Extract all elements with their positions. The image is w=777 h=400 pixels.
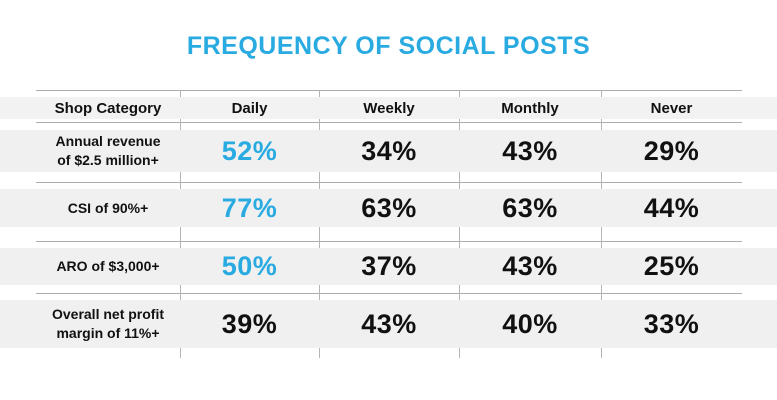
- cell-monthly-value: 43%: [502, 135, 558, 166]
- cell-never-value: 44%: [643, 192, 700, 223]
- column-header-shop-category: Shop Category: [54, 99, 162, 117]
- row-divider: [36, 90, 742, 91]
- cell-weekly-value: 63%: [361, 192, 417, 223]
- column-header-monthly: Monthly: [501, 99, 559, 117]
- column-header-daily: Daily: [231, 99, 268, 117]
- table-row: Annual revenue of $2.5 million+ 52% 34% …: [0, 130, 777, 172]
- cell-daily-value: 52%: [221, 135, 278, 166]
- cell-weekly-value: 43%: [361, 308, 417, 339]
- cell-monthly-value: 40%: [502, 308, 558, 339]
- table-row: Overall net profit margin of 11%+ 39% 43…: [0, 300, 777, 348]
- table-row: ARO of $3,000+ 50% 37% 43% 25%: [0, 248, 777, 285]
- column-header-never: Never: [650, 99, 693, 117]
- cell-daily-value: 39%: [221, 308, 278, 339]
- row-divider: [36, 293, 742, 294]
- cell-never-value: 25%: [643, 251, 700, 281]
- row-category-label: Overall net profit margin of 11%+: [51, 306, 165, 341]
- chart-title: FREQUENCY OF SOCIAL POSTS: [186, 32, 591, 60]
- row-category-label: ARO of $3,000+: [56, 258, 160, 275]
- cell-weekly-value: 34%: [361, 135, 417, 166]
- row-divider: [36, 241, 742, 242]
- table-header-row: Shop Category Daily Weekly Monthly Never: [0, 97, 777, 119]
- table-row: CSI of 90%+ 77% 63% 63% 44%: [0, 189, 777, 227]
- cell-daily-value: 50%: [221, 251, 278, 281]
- row-divider: [36, 122, 742, 123]
- cell-weekly-value: 37%: [361, 251, 417, 281]
- column-header-weekly: Weekly: [363, 99, 415, 117]
- row-category-label: Annual revenue of $2.5 million+: [55, 133, 161, 168]
- cell-monthly-value: 63%: [502, 192, 558, 223]
- row-category-label: CSI of 90%+: [67, 199, 149, 216]
- cell-never-value: 33%: [643, 308, 700, 339]
- cell-never-value: 29%: [643, 135, 700, 166]
- cell-monthly-value: 43%: [502, 251, 558, 281]
- cell-daily-value: 77%: [221, 192, 278, 223]
- row-divider: [36, 182, 742, 183]
